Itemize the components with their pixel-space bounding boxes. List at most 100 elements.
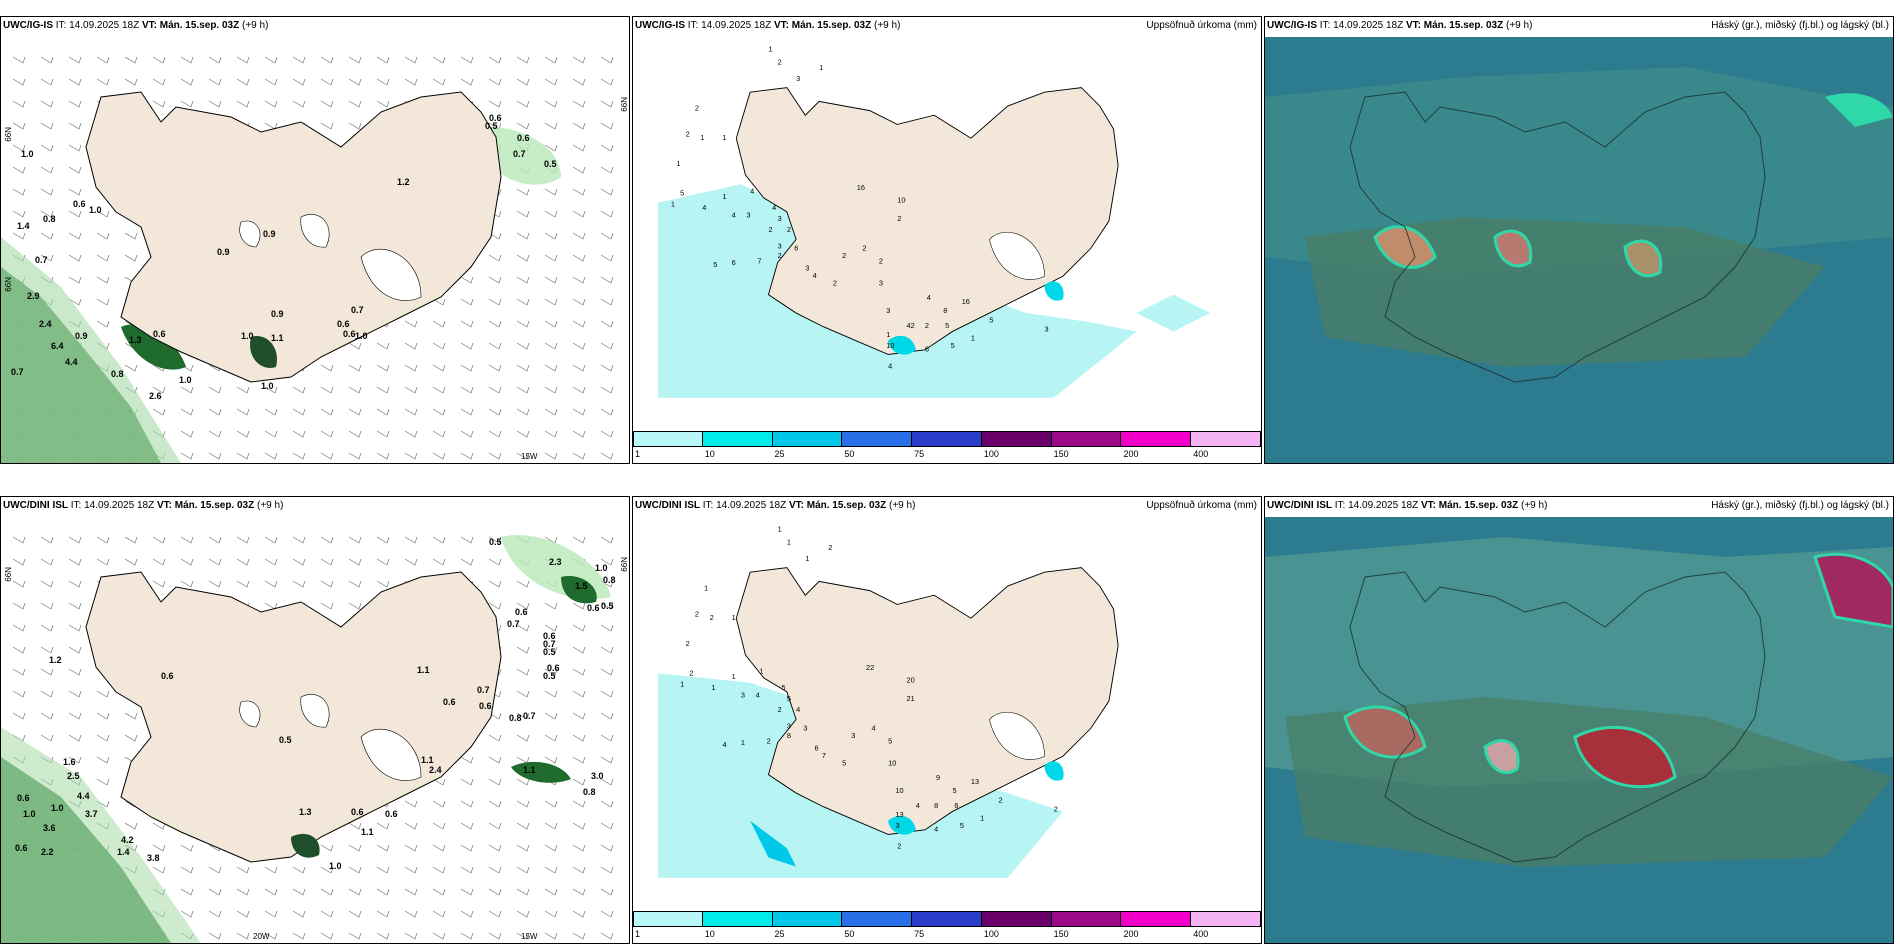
wind-barb	[460, 866, 474, 874]
wind-barb	[544, 144, 558, 152]
panel-header: UWC/IG-IS IT: 14.09.2025 18Z VT: Mán. 15…	[3, 20, 268, 31]
wind-barb	[68, 210, 82, 218]
wind-barb	[404, 342, 418, 350]
precip-label: 1	[741, 738, 745, 747]
wind-barb	[544, 690, 558, 698]
model-name: UWC/IG-IS	[635, 20, 685, 31]
wind-barb	[180, 910, 194, 918]
axis-labels: N99 N99 20W 15W	[3, 557, 628, 941]
wind-barb	[516, 320, 530, 328]
wind-barb	[432, 386, 446, 394]
wind-barb	[376, 844, 390, 852]
wind-barb	[264, 888, 278, 896]
wind-label: 0.6	[543, 631, 556, 641]
wind-label: 1.5	[575, 581, 588, 591]
wind-label: 1.4	[117, 847, 130, 857]
wind-barb	[488, 276, 502, 284]
wind-barb	[348, 888, 362, 896]
wind-barb	[544, 822, 558, 830]
wind-barb	[460, 910, 474, 918]
wind-barb	[348, 452, 362, 460]
precip-label: 4	[772, 203, 776, 212]
wind-barb	[600, 910, 614, 918]
wind-barb	[600, 932, 614, 940]
colorbar-swatch	[842, 911, 913, 927]
wind-barb	[600, 712, 614, 720]
precip-label: 1	[711, 683, 715, 692]
wind-barb	[348, 364, 362, 372]
wind-barb	[40, 122, 54, 130]
precip-label: 1	[886, 330, 890, 339]
wind-barb	[68, 78, 82, 86]
wind-label: 0.7	[543, 639, 556, 649]
wind-label: 0.6	[443, 697, 456, 707]
issue-time: IT: 14.09.2025 18Z	[1334, 500, 1419, 511]
wind-barb	[516, 734, 530, 742]
wind-barb	[376, 932, 390, 940]
wind-label: 3.8	[147, 853, 160, 863]
wind-barb	[264, 408, 278, 416]
axis-labels: N99 N99 N99 15W	[3, 97, 628, 461]
wind-barb	[488, 932, 502, 940]
iceland-land	[735, 567, 1119, 835]
wind-barb	[68, 166, 82, 174]
wind-label: 0.6	[153, 329, 166, 339]
wind-barb	[152, 536, 166, 544]
wind-barb	[180, 56, 194, 64]
wind-barb	[12, 188, 26, 196]
precip-label: 3	[796, 74, 800, 83]
wind-barb	[572, 254, 586, 262]
precip-label: 1	[722, 133, 726, 142]
wind-barb	[376, 386, 390, 394]
wind-barb	[404, 866, 418, 874]
wind-barb	[208, 910, 222, 918]
wind-label: 0.8	[111, 369, 124, 379]
wind-barb	[572, 910, 586, 918]
precip-label: 2	[778, 705, 782, 714]
wind-label: 0.8	[43, 214, 56, 224]
wind-barb	[516, 624, 530, 632]
wind-barb	[348, 78, 362, 86]
wind-barb	[68, 668, 82, 676]
wind-barb	[152, 408, 166, 416]
colorbar-swatch	[772, 431, 843, 447]
wind-label: 0.7	[507, 619, 520, 629]
wind-barb	[432, 78, 446, 86]
wind-barb	[404, 56, 418, 64]
precip-label: 4	[927, 293, 931, 302]
wind-barb	[460, 298, 474, 306]
precip-label: 1	[680, 679, 684, 688]
wind-barb	[572, 188, 586, 196]
wind-barb	[68, 756, 82, 764]
wind-barb	[348, 100, 362, 108]
wind-barb	[68, 734, 82, 742]
wind-barb	[516, 690, 530, 698]
wind-label: 4.4	[77, 791, 90, 801]
precip-label: 3	[851, 731, 855, 740]
wind-barb	[460, 822, 474, 830]
precip-title: Uppsöfnuð úrkoma (mm)	[1146, 500, 1257, 511]
precip-label: 3	[741, 690, 745, 699]
wind-barb	[516, 778, 530, 786]
wind-barb	[208, 386, 222, 394]
wind-barb	[320, 452, 334, 460]
wind-label: 1.0	[241, 331, 254, 341]
wind-label: 0.7	[35, 255, 48, 265]
wind-barb	[516, 408, 530, 416]
lat-label: N99	[619, 557, 628, 572]
wind-barb	[96, 276, 110, 284]
wind-barb	[516, 602, 530, 610]
precip-label: 1	[732, 672, 736, 681]
wind-barb	[432, 430, 446, 438]
wind-barb	[600, 430, 614, 438]
wind-barb	[376, 100, 390, 108]
precip-label: 2	[778, 251, 782, 260]
precip-title: Uppsöfnuð úrkoma (mm)	[1146, 20, 1257, 31]
wind-barb	[432, 866, 446, 874]
wind-barb	[572, 386, 586, 394]
wind-label: 0.6	[587, 603, 600, 613]
wind-barb	[488, 408, 502, 416]
precip-label: 2	[925, 321, 929, 330]
wind-label: 0.9	[271, 309, 284, 319]
wind-barb	[12, 210, 26, 218]
